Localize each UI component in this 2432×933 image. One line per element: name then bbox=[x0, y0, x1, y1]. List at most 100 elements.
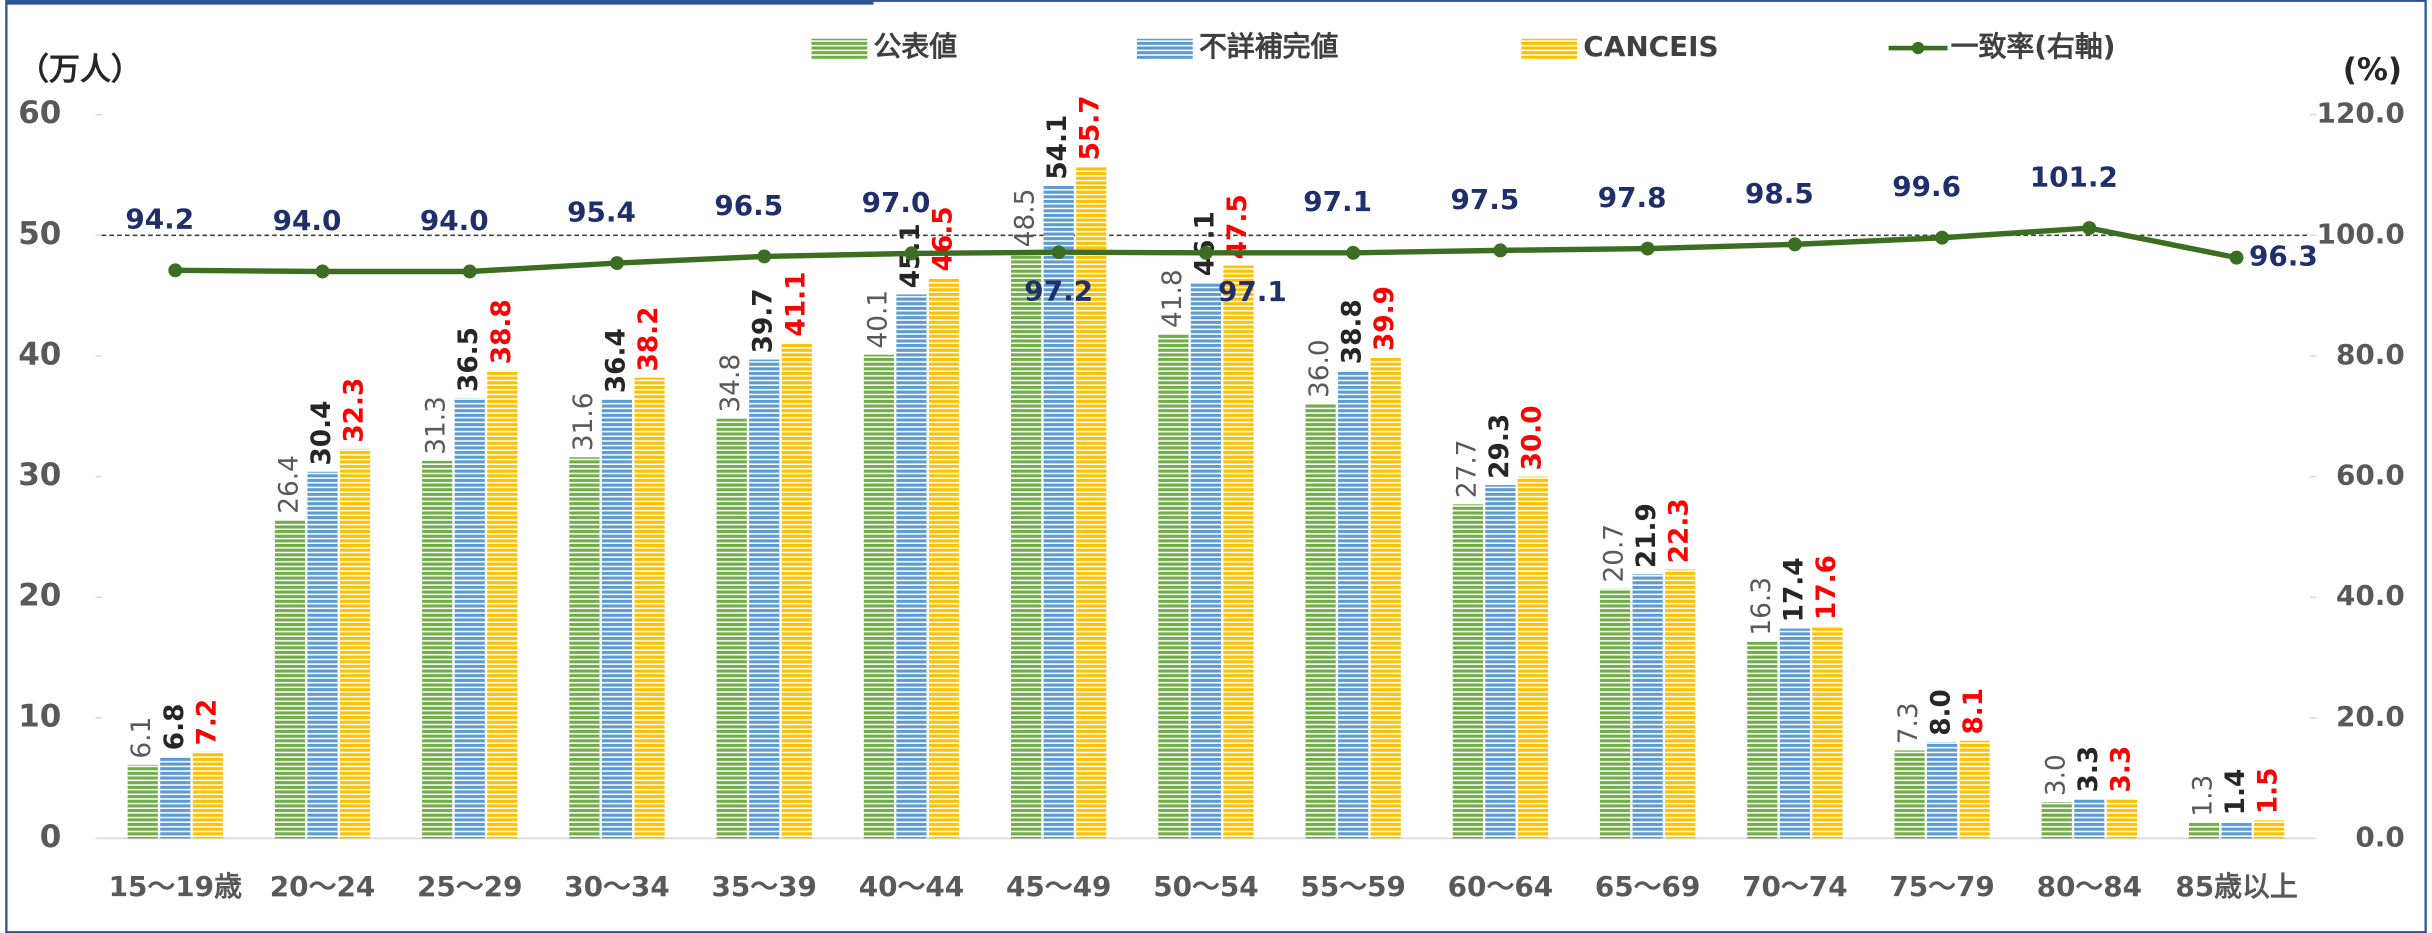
bar bbox=[1665, 569, 1696, 839]
bar bbox=[781, 342, 812, 839]
line-point bbox=[1051, 245, 1066, 260]
data-label: 6.8 bbox=[160, 704, 190, 751]
y-tick-label: 40 bbox=[18, 336, 61, 372]
y2-axis-label: (%) bbox=[2343, 52, 2402, 88]
data-label: 3.3 bbox=[2106, 746, 2136, 793]
bar bbox=[1043, 185, 1074, 839]
data-label: 21.9 bbox=[1632, 503, 1662, 568]
x-tick-label: 40～44 bbox=[859, 870, 964, 903]
line-label: 97.0 bbox=[862, 186, 931, 219]
x-tick-label: 25～29 bbox=[417, 870, 522, 903]
bar bbox=[2106, 798, 2137, 839]
y-tick-label: 20 bbox=[18, 578, 61, 614]
x-tick-label: 50～54 bbox=[1153, 870, 1258, 903]
y-tick-label: 60 bbox=[18, 95, 61, 131]
data-label: 7.3 bbox=[1894, 702, 1924, 744]
data-label: 41.8 bbox=[1158, 269, 1188, 328]
line-point bbox=[1787, 237, 1802, 252]
bar bbox=[127, 764, 158, 839]
data-label: 55.7 bbox=[1076, 95, 1106, 160]
bar bbox=[1223, 265, 1254, 839]
y2-tick-label: 20.0 bbox=[2336, 700, 2405, 733]
data-label: 22.3 bbox=[1665, 498, 1695, 563]
line-point bbox=[315, 264, 330, 279]
bar bbox=[1338, 370, 1369, 839]
bar bbox=[2254, 820, 2285, 839]
bar bbox=[863, 354, 895, 839]
y2-tick-label: 60.0 bbox=[2336, 459, 2405, 492]
line-point bbox=[1640, 241, 1655, 256]
data-label: 20.7 bbox=[1600, 524, 1630, 583]
line-label: 96.5 bbox=[714, 189, 783, 222]
data-label: 3.3 bbox=[2074, 746, 2104, 793]
y-tick-label: 50 bbox=[18, 216, 61, 252]
y-axis-label: （万人） bbox=[18, 52, 142, 88]
bar bbox=[2041, 802, 2072, 839]
data-label: 1.5 bbox=[2254, 768, 2284, 815]
y2-tick-label: 80.0 bbox=[2336, 338, 2405, 371]
line-point bbox=[2082, 221, 2097, 236]
line-point bbox=[757, 249, 772, 264]
data-label: 30.0 bbox=[1517, 405, 1547, 470]
bar bbox=[274, 520, 306, 839]
data-label: 38.8 bbox=[1338, 299, 1368, 364]
data-label: 46.1 bbox=[1190, 211, 1220, 276]
data-label: 48.5 bbox=[1011, 189, 1041, 248]
bar bbox=[422, 460, 453, 839]
bar bbox=[1370, 357, 1401, 839]
data-label: 36.0 bbox=[1305, 339, 1335, 398]
data-label: 6.1 bbox=[127, 717, 157, 759]
line-label: 101.2 bbox=[2030, 160, 2118, 193]
frame bbox=[5, 0, 2427, 933]
data-label: 31.6 bbox=[569, 392, 599, 451]
line-point bbox=[168, 263, 183, 278]
line-label: 96.3 bbox=[2249, 240, 2318, 273]
bar bbox=[1190, 282, 1222, 839]
data-label: 29.3 bbox=[1485, 414, 1515, 479]
data-label: 1.4 bbox=[2221, 769, 2251, 816]
x-tick-label: 80～84 bbox=[2037, 870, 2142, 903]
legend-swatch bbox=[1136, 38, 1193, 59]
line-label: 99.6 bbox=[1892, 170, 1961, 203]
data-label: 54.1 bbox=[1043, 115, 1073, 180]
line-label: 97.5 bbox=[1451, 183, 1520, 216]
bar bbox=[1158, 334, 1189, 839]
line-label: 98.5 bbox=[1745, 177, 1814, 210]
legend-label: 公表値 bbox=[873, 30, 957, 63]
data-label: 8.0 bbox=[1927, 689, 1957, 736]
bar bbox=[1812, 626, 1843, 839]
bar bbox=[634, 377, 665, 839]
data-label: 27.7 bbox=[1452, 439, 1482, 498]
bar bbox=[1485, 485, 1516, 839]
data-label: 40.1 bbox=[863, 290, 893, 349]
data-label: 30.4 bbox=[307, 401, 337, 466]
bar bbox=[928, 277, 960, 839]
y-tick-label: 30 bbox=[18, 457, 61, 493]
bar bbox=[1452, 504, 1483, 839]
x-tick-label: 85歳以上 bbox=[2175, 870, 2297, 903]
data-label: 46.5 bbox=[929, 206, 959, 271]
line-point bbox=[1346, 245, 1361, 260]
line-label: 97.2 bbox=[1024, 275, 1093, 308]
line-point bbox=[904, 246, 919, 261]
x-tick-label: 65～69 bbox=[1595, 870, 1700, 903]
bar bbox=[1076, 166, 1107, 839]
bar bbox=[487, 370, 518, 839]
x-tick-label: 30～34 bbox=[564, 870, 669, 903]
bar bbox=[1599, 588, 1631, 839]
bar bbox=[339, 448, 371, 839]
line-point bbox=[2229, 250, 2244, 265]
x-tick-label: 70～74 bbox=[1742, 870, 1847, 903]
bar bbox=[1011, 253, 1042, 839]
y2-tick-label: 120.0 bbox=[2317, 97, 2405, 130]
data-label: 39.9 bbox=[1370, 286, 1400, 351]
data-label: 38.8 bbox=[487, 299, 517, 364]
bar bbox=[1926, 741, 1958, 839]
legend-swatch bbox=[811, 38, 868, 59]
line-label: 94.0 bbox=[420, 204, 489, 237]
bar bbox=[569, 457, 600, 839]
bar bbox=[749, 359, 780, 839]
legend-label: 一致率(右軸) bbox=[1951, 30, 2116, 63]
x-tick-label: 55～59 bbox=[1300, 870, 1405, 903]
